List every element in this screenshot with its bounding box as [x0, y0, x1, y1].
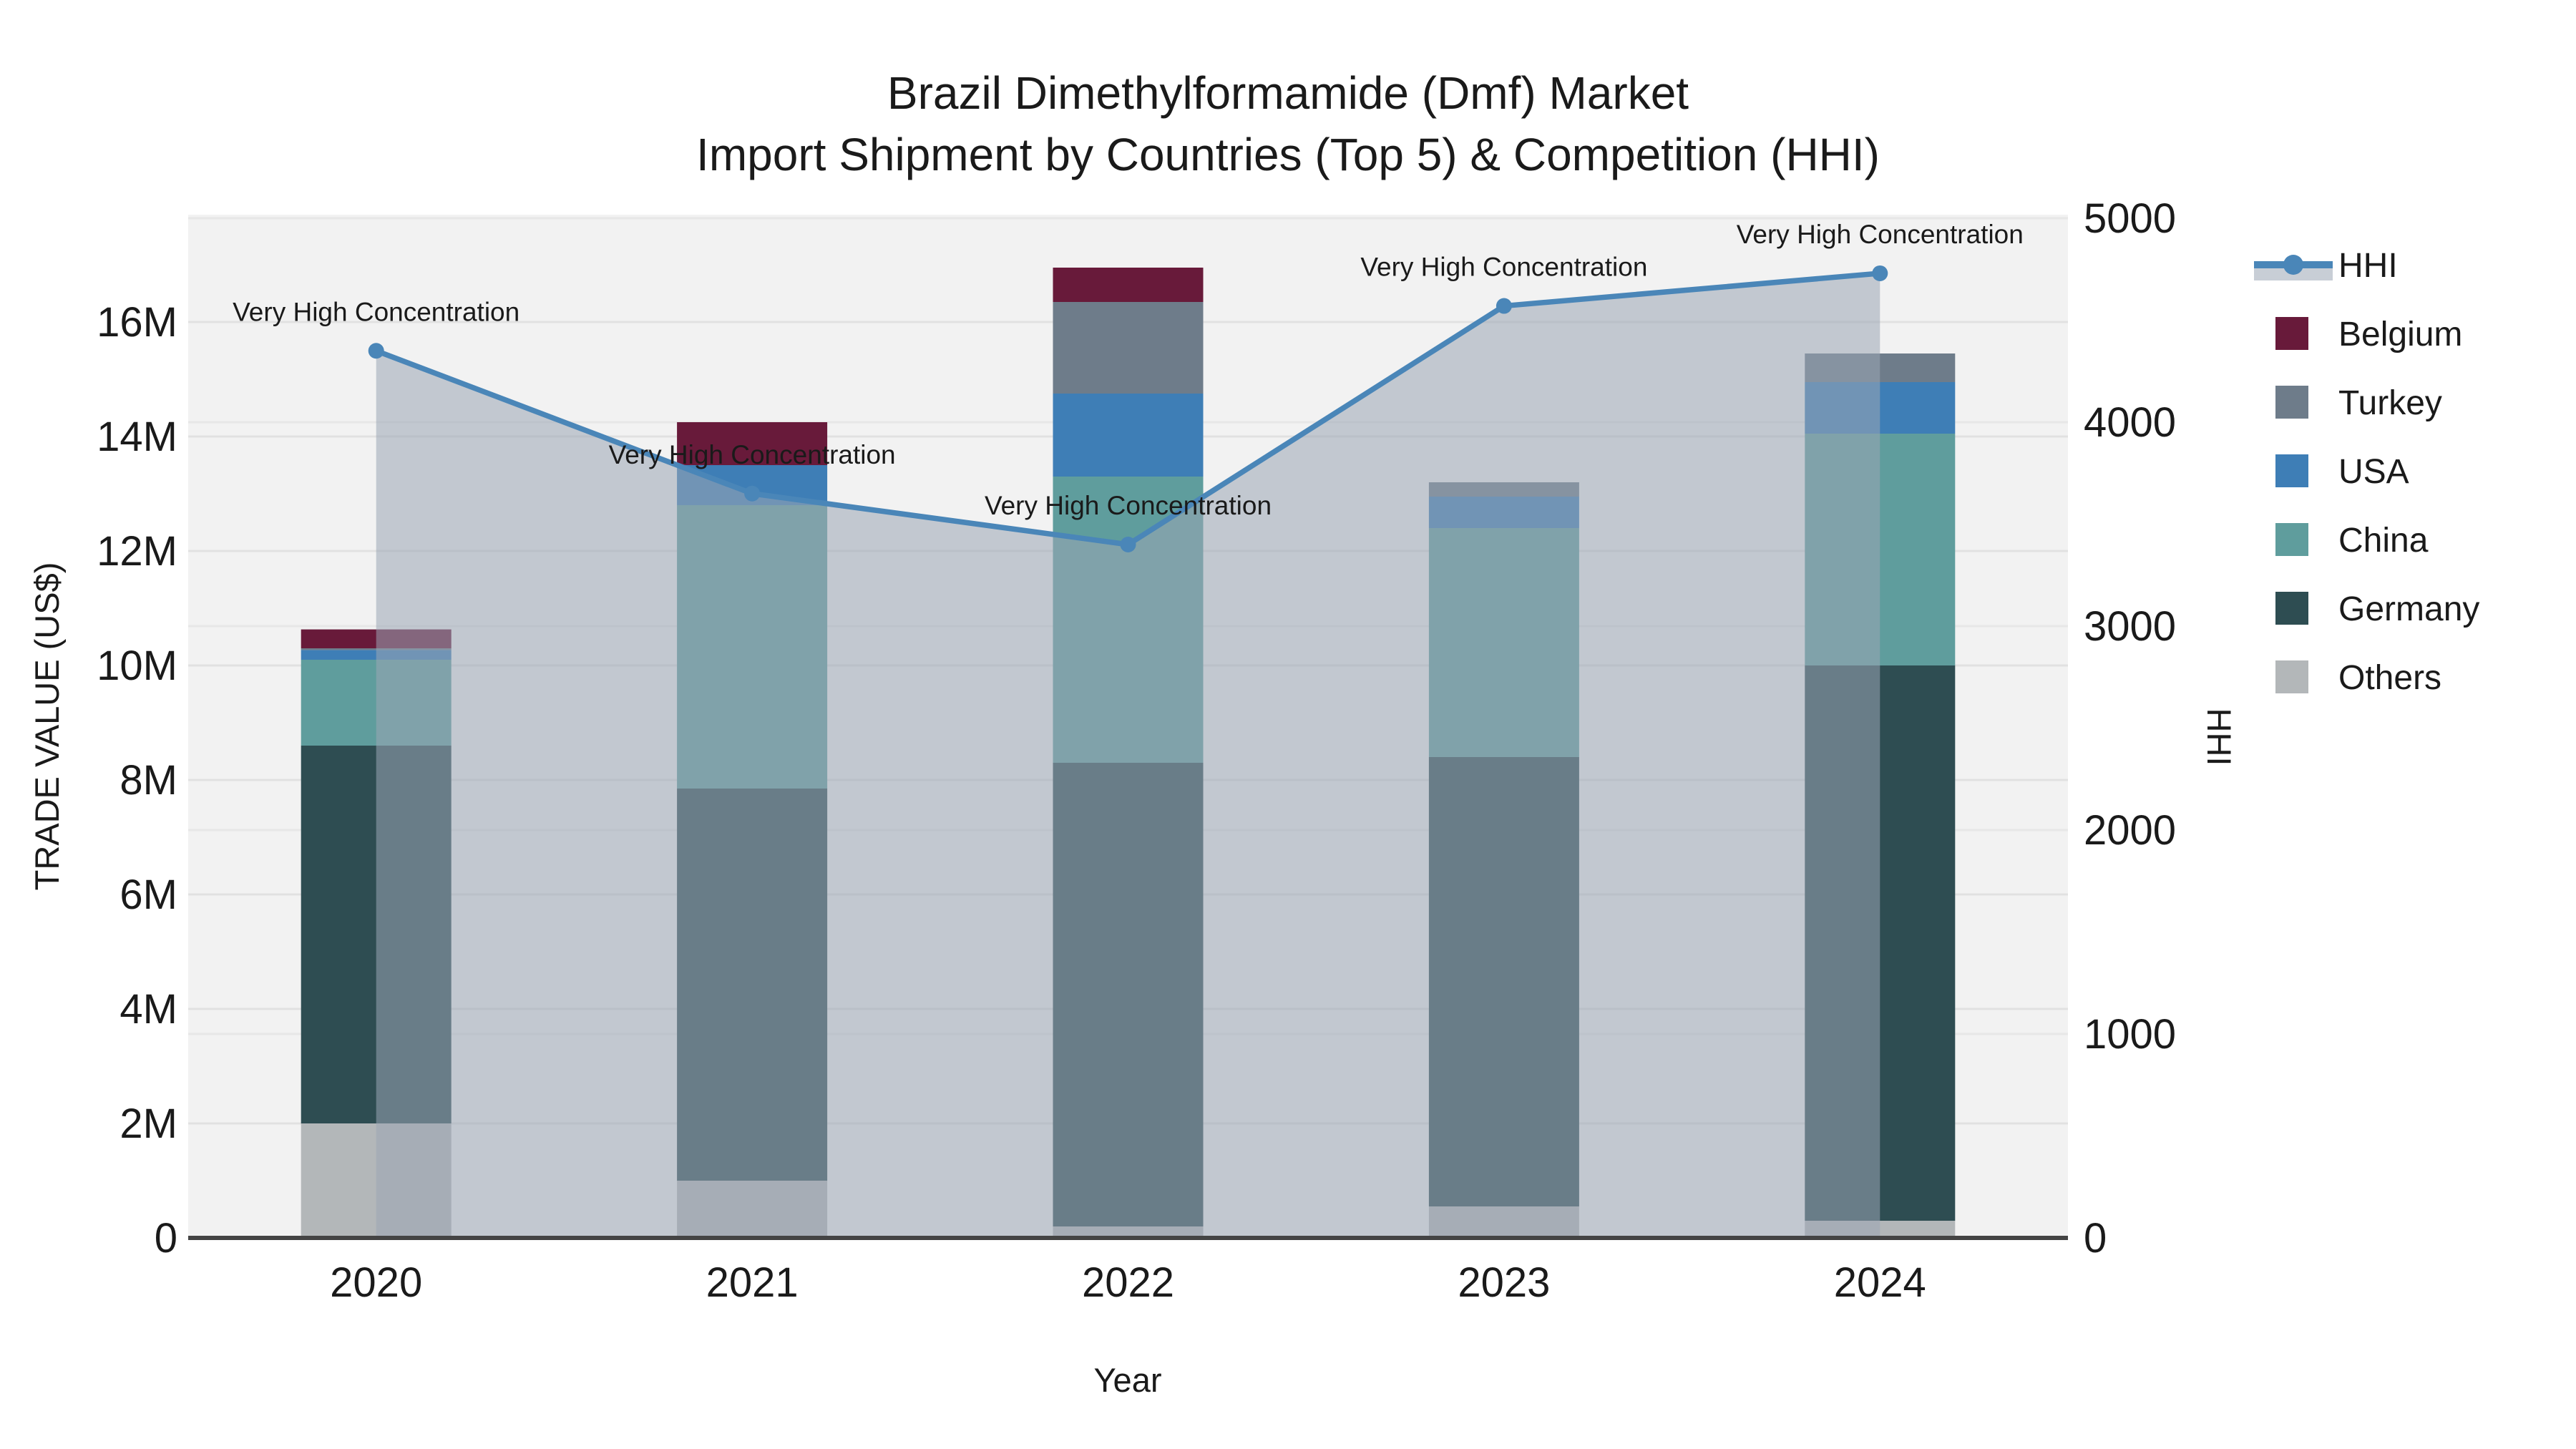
y-left-tick: 4M	[119, 986, 177, 1033]
annotation-2020: Very High Concentration	[233, 297, 519, 326]
y-left-tick: 0	[155, 1215, 177, 1262]
bar-segment-usa-2022[interactable]	[1053, 394, 1204, 477]
legend-hhi-marker	[2283, 255, 2303, 275]
x-tick-2024: 2024	[1834, 1259, 1926, 1306]
bar-segment-turkey-2022[interactable]	[1053, 302, 1204, 394]
legend-item-turkey[interactable]: Turkey	[2275, 384, 2442, 422]
legend-item-others[interactable]: Others	[2275, 659, 2441, 697]
bar-segment-belgium-2022[interactable]	[1053, 268, 1204, 302]
x-tick-2020: 2020	[330, 1259, 422, 1306]
y-right-tick: 2000	[2084, 807, 2176, 854]
legend-swatch-usa	[2275, 454, 2308, 487]
y-right-tick: 0	[2084, 1215, 2107, 1262]
legend: HHI Belgium Turkey USA China Germany Others	[2254, 247, 2479, 697]
legend-item-germany[interactable]: Germany	[2275, 590, 2479, 628]
x-tick-2021: 2021	[706, 1259, 799, 1306]
hhi-line	[368, 265, 1888, 552]
legend-swatch-belgium	[2275, 317, 2308, 350]
legend-label-china: China	[2338, 522, 2429, 560]
legend-label-germany: Germany	[2338, 590, 2479, 628]
legend-item-china[interactable]: China	[2275, 522, 2429, 560]
bar-segment-belgium-2021[interactable]	[677, 422, 828, 465]
legend-label-usa: USA	[2338, 453, 2409, 491]
annotation-2021: Very High Concentration	[609, 440, 896, 469]
annotation-2022: Very High Concentration	[985, 491, 1272, 520]
y-left-tick: 8M	[119, 757, 177, 804]
hhi-area-polygon	[376, 273, 1880, 1239]
axis-ticks: 0 2M 4M 6M 8M 10M 12M 14M 16M 0 1000 2000 3000 4000 50…	[97, 195, 2176, 1306]
legend-swatch-others	[2275, 660, 2308, 693]
y-right-tick: 4000	[2084, 399, 2176, 446]
hhi-area-fill	[376, 273, 1880, 1239]
hhi-point-2022[interactable]	[1120, 537, 1136, 552]
x-tick-2023: 2023	[1458, 1259, 1550, 1306]
y-left-tick: 2M	[119, 1101, 177, 1147]
legend-label-hhi: HHI	[2338, 247, 2398, 285]
legend-swatch-turkey	[2275, 386, 2308, 419]
legend-item-belgium[interactable]: Belgium	[2275, 316, 2462, 353]
y-left-tick: 14M	[97, 414, 177, 460]
hhi-point-2024[interactable]	[1872, 265, 1888, 281]
y-left-tick: 10M	[97, 643, 177, 689]
legend-label-turkey: Turkey	[2338, 384, 2442, 422]
annotation-2023: Very High Concentration	[1360, 253, 1647, 282]
legend-swatch-china	[2275, 523, 2308, 556]
y-right-tick: 5000	[2084, 195, 2176, 242]
x-tick-2022: 2022	[1082, 1259, 1174, 1306]
annotations: Very High Concentration Very High Concent…	[233, 220, 2024, 520]
annotation-2024: Very High Concentration	[1737, 220, 2024, 249]
y-right-tick: 1000	[2084, 1011, 2176, 1058]
y-right-tick: 3000	[2084, 603, 2176, 650]
chart-title-line1: Brazil Dimethylformamide (Dmf) Market	[887, 67, 1689, 119]
chart-title-line2: Import Shipment by Countries (Top 5) & C…	[696, 129, 1880, 180]
legend-item-usa[interactable]: USA	[2275, 453, 2409, 491]
hhi-point-2020[interactable]	[368, 343, 384, 359]
y-left-tick: 6M	[119, 872, 177, 918]
y-left-axis-title: TRADE VALUE (US$)	[28, 562, 66, 891]
y-right-axis-title: HHI	[2200, 708, 2238, 766]
y-left-tick: 16M	[97, 299, 177, 346]
hhi-point-2021[interactable]	[744, 485, 761, 502]
legend-label-belgium: Belgium	[2338, 316, 2462, 353]
hhi-point-2023[interactable]	[1496, 298, 1512, 314]
legend-label-others: Others	[2338, 659, 2441, 697]
legend-swatch-germany	[2275, 592, 2308, 625]
legend-item-hhi[interactable]: HHI	[2254, 247, 2398, 285]
y-left-tick: 12M	[97, 528, 177, 575]
x-axis-title: Year	[1094, 1361, 1162, 1399]
